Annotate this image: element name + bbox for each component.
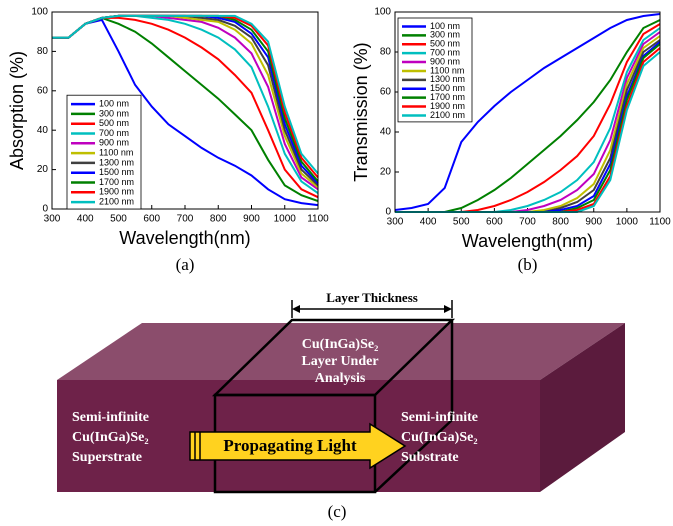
x-axis-label: Wavelength(nm) — [119, 228, 250, 248]
y-tick-label: 20 — [380, 167, 392, 178]
series-line — [52, 18, 319, 207]
y-tick-label: 40 — [37, 125, 49, 136]
x-tick-label: 1100 — [649, 217, 671, 228]
x-tick-label: 1000 — [616, 217, 639, 228]
series-line — [394, 13, 661, 211]
plot-frame — [394, 11, 661, 213]
caption: (b) — [518, 255, 538, 274]
x-tick-label: 500 — [110, 214, 127, 225]
plot: 300 400 500 600 700 800 900 1000 1100 0 20 40 60 80 10… — [7, 7, 329, 274]
y-tick-label: 60 — [37, 85, 49, 96]
legend-label: 1300 nm — [99, 157, 134, 167]
legend-label: 900 nm — [430, 56, 460, 66]
legend-label: 1500 nm — [99, 167, 134, 177]
x-tick-label: 500 — [453, 217, 470, 228]
substrate-text: Cu(InGa)Se₂ — [401, 430, 478, 445]
plot-frame — [51, 11, 319, 210]
x-tick-label: 400 — [420, 217, 437, 228]
y-tick-label: 80 — [380, 47, 392, 58]
legend-label: 1700 nm — [99, 177, 134, 187]
x-tick-label: 700 — [519, 217, 536, 228]
legend-label: 700 nm — [430, 48, 460, 58]
dimension-arrowhead — [292, 305, 300, 313]
legend-label: 300 nm — [430, 30, 460, 40]
legend-label: 700 nm — [99, 128, 129, 138]
superstrate-text: Semi-infinite — [72, 410, 149, 425]
y-tick-label: 20 — [37, 164, 49, 175]
x-tick-label: 800 — [552, 217, 569, 228]
x-tick-label: 300 — [387, 217, 404, 228]
y-axis-label: Absorption (%) — [7, 51, 27, 170]
legend-label: 1700 nm — [430, 92, 465, 102]
x-axis-label: Wavelength(nm) — [462, 231, 593, 251]
x-tick-label: 1100 — [307, 214, 329, 225]
y-tick-label: 40 — [380, 127, 392, 138]
x-tick-label: 600 — [486, 217, 503, 228]
legend-label: 1900 nm — [99, 187, 134, 197]
y-tick-label: 80 — [37, 46, 49, 57]
layer-edge — [374, 419, 453, 493]
y-tick-label: 100 — [31, 7, 48, 18]
layer-text: Layer Under — [301, 354, 378, 369]
legend-label: 500 nm — [430, 39, 460, 49]
x-tick-label: 1000 — [274, 214, 297, 225]
diagram: Layer Thickness Propagating Light Cu(InG… — [57, 290, 625, 521]
layer-text: Analysis — [315, 371, 366, 386]
y-tick-label: 0 — [385, 207, 391, 218]
substrate-text: Semi-infinite — [401, 410, 478, 425]
legend-label: 1300 nm — [430, 74, 465, 84]
x-tick-label: 600 — [143, 214, 160, 225]
legend-label: 300 nm — [99, 108, 129, 118]
legend-label: 1100 nm — [430, 65, 464, 75]
caption: (a) — [176, 255, 195, 274]
top-face — [57, 323, 625, 380]
substrate-text: Substrate — [401, 450, 459, 465]
y-axis-label: Transmission (%) — [351, 42, 371, 181]
layer-text: Cu(InGa)Se₂ — [302, 337, 379, 352]
dimension-arrowhead — [444, 305, 452, 313]
legend-label: 500 nm — [99, 118, 129, 128]
y-tick-label: 0 — [42, 204, 48, 215]
legend-label: 100 nm — [99, 98, 129, 108]
legend-label: 1900 nm — [430, 101, 465, 111]
y-tick-label: 60 — [380, 87, 392, 98]
superstrate-text: Cu(InGa)Se₂ — [72, 430, 149, 445]
x-tick-label: 400 — [77, 214, 94, 225]
legend-label: 900 nm — [99, 138, 129, 148]
legend-label: 100 nm — [430, 21, 460, 31]
caption: (c) — [328, 502, 347, 521]
legend-label: 1500 nm — [430, 83, 465, 93]
x-tick-label: 700 — [177, 214, 194, 225]
plot: 300 400 500 600 700 800 900 1000 1100 0 20 40 60 80 10… — [351, 7, 671, 274]
light-arrow — [189, 422, 407, 470]
arrow-label: Propagating Light — [223, 436, 357, 455]
layer-thickness-label: Layer Thickness — [326, 290, 418, 305]
x-tick-label: 300 — [44, 214, 61, 225]
x-tick-label: 800 — [210, 214, 227, 225]
superstrate-text: Superstrate — [72, 450, 142, 465]
x-tick-label: 900 — [585, 217, 602, 228]
legend-label: 2100 nm — [430, 110, 465, 120]
side-face — [540, 323, 625, 492]
y-tick-label: 100 — [374, 7, 391, 18]
charts: 300 400 500 600 700 800 900 1000 110002040608010… — [7, 7, 671, 274]
series-line — [52, 14, 319, 175]
legend-label: 2100 nm — [99, 196, 134, 206]
x-tick-label: 900 — [243, 214, 260, 225]
legend-label: 1100 nm — [99, 147, 133, 157]
